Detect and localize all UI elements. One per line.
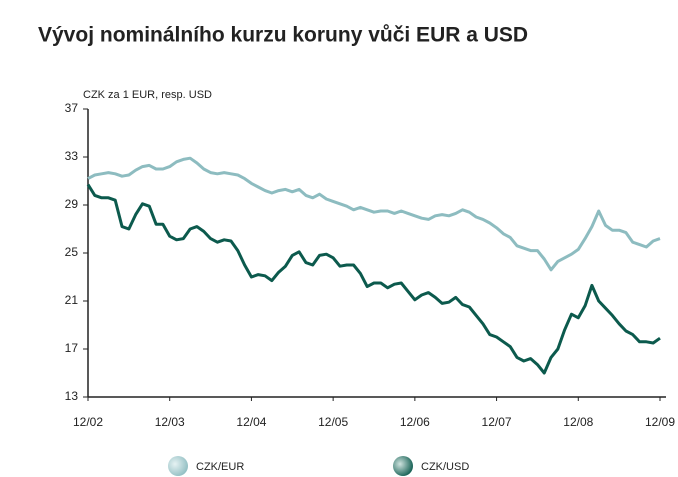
- x-tick-label: 12/07: [482, 415, 512, 429]
- x-tick-label: 12/03: [155, 415, 185, 429]
- y-axis-label: CZK za 1 EUR, resp. USD: [83, 89, 212, 101]
- y-tick-label: 37: [65, 101, 79, 115]
- x-tick-label: 12/08: [563, 415, 593, 429]
- y-tick-label: 17: [65, 341, 79, 355]
- y-tick-label: 25: [65, 245, 79, 259]
- line-series: [86, 183, 661, 375]
- chart-title: Vývoj nominálního kurzu koruny vůči EUR …: [38, 24, 528, 47]
- legend-swatch: [168, 456, 188, 476]
- y-tick-label: 29: [65, 197, 79, 211]
- x-tick-label: 12/04: [236, 415, 266, 429]
- y-tick-label: 13: [65, 389, 79, 403]
- legend-swatch: [393, 456, 413, 476]
- line-series: [87, 156, 661, 272]
- x-tick-label: 12/09: [645, 415, 675, 429]
- x-tick-label: 12/06: [400, 415, 430, 429]
- x-tick-label: 12/02: [73, 415, 103, 429]
- legend-label: CZK/USD: [421, 461, 469, 473]
- x-tick-label: 12/05: [318, 415, 348, 429]
- y-tick-label: 33: [65, 149, 79, 163]
- legend-label: CZK/EUR: [196, 461, 244, 473]
- y-tick-label: 21: [65, 293, 79, 307]
